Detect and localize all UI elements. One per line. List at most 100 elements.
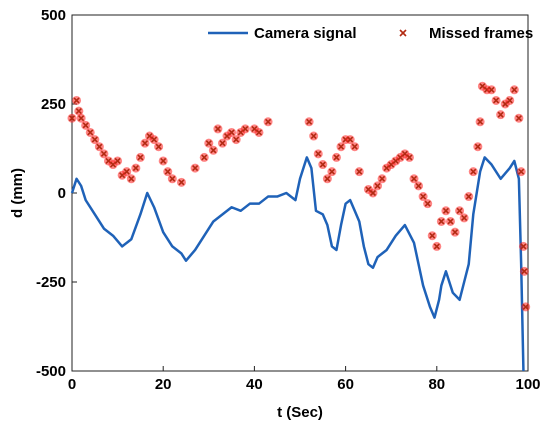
x-tick-label: 0: [68, 376, 76, 393]
marker-stroke: [379, 175, 386, 182]
missed-frame-marker: [240, 124, 250, 134]
missed-frame-marker: [90, 135, 100, 145]
x-tick-label: 40: [246, 376, 263, 393]
legend-label: Missed frames: [429, 25, 533, 42]
missed-frame-marker: [373, 181, 383, 191]
missed-frame-marker: [345, 135, 355, 145]
marker-stroke: [465, 193, 472, 200]
missed-frame-marker: [404, 152, 414, 162]
marker-stroke: [333, 154, 340, 161]
missed-frame-marker: [496, 110, 506, 120]
marker-stroke: [201, 154, 208, 161]
marker-stroke: [347, 136, 354, 143]
marker-stroke: [356, 168, 363, 175]
marker-stroke: [328, 168, 335, 175]
missed-frame-marker: [67, 113, 77, 123]
marker-stroke: [251, 125, 258, 132]
missed-frame-marker: [473, 142, 483, 152]
marker-stroke: [410, 175, 418, 182]
marker-stroke: [105, 157, 112, 165]
missed-frame-marker: [354, 167, 364, 177]
marker-stroke: [337, 143, 345, 150]
marker-stroke: [219, 140, 226, 147]
missed-frame-marker: [516, 167, 526, 177]
marker-stroke: [82, 122, 89, 129]
y-tick-label: -250: [36, 274, 66, 291]
missed-frame-marker: [81, 120, 91, 130]
marker-stroke: [442, 207, 449, 214]
marker-stroke: [447, 218, 454, 225]
x-tick-label: 80: [428, 376, 445, 393]
marker-stroke: [521, 268, 528, 275]
marker-stroke: [461, 214, 468, 221]
marker-stroke: [506, 97, 513, 104]
missed-frame-marker: [436, 216, 446, 226]
marker-stroke: [420, 193, 427, 200]
marker-stroke: [233, 136, 240, 143]
missed-frame-marker: [441, 206, 451, 216]
missed-frame-marker: [459, 213, 469, 223]
missed-frame-marker: [72, 95, 82, 105]
x-tick-label: 60: [337, 376, 354, 393]
marker-stroke: [114, 157, 121, 165]
marker-stroke: [351, 143, 358, 150]
missed-frame-marker: [304, 117, 314, 127]
marker-stroke: [520, 243, 527, 250]
marker-stroke: [477, 118, 484, 125]
missed-frame-marker: [455, 206, 465, 216]
marker-stroke: [205, 140, 212, 147]
marker-stroke: [433, 243, 440, 250]
missed-frame-marker: [423, 199, 433, 209]
missed-frame-marker: [140, 138, 150, 148]
marker-stroke: [511, 86, 518, 93]
missed-frame-marker: [74, 106, 84, 116]
missed-frame-marker: [475, 117, 485, 127]
missed-frame-marker: [135, 152, 145, 162]
missed-frame-marker: [254, 127, 264, 137]
missed-frame-marker: [450, 227, 460, 237]
missed-frame-marker: [176, 177, 186, 187]
x-tick-label: 20: [155, 376, 172, 393]
marker-stroke: [497, 111, 504, 118]
missed-frame-marker: [519, 266, 529, 276]
marker-stroke: [160, 157, 167, 165]
missed-frame-marker: [131, 163, 141, 173]
missed-frame-marker: [350, 142, 360, 152]
missed-frame-marker: [122, 167, 132, 177]
marker-stroke: [155, 143, 162, 150]
missed-frame-marker: [313, 149, 323, 159]
missed-frame-marker: [309, 131, 319, 141]
missed-frame-marker: [432, 241, 442, 251]
x-tick-label: 100: [515, 376, 540, 393]
marker-stroke: [68, 115, 76, 122]
marker-stroke: [123, 168, 130, 175]
missed-frame-marker: [514, 113, 524, 123]
marker-stroke: [214, 125, 221, 132]
missed-frame-marker: [409, 174, 419, 184]
marker-stroke: [210, 147, 217, 154]
missed-frame-marker: [427, 231, 437, 241]
marker-stroke: [178, 179, 185, 186]
marker-stroke: [406, 154, 413, 161]
missed-frame-marker: [76, 113, 86, 123]
missed-frame-marker: [163, 167, 173, 177]
y-tick-label: 0: [58, 185, 66, 202]
marker-stroke: [310, 132, 317, 140]
marker-stroke: [324, 175, 331, 182]
marker-stroke: [265, 118, 272, 125]
marker-stroke: [518, 168, 525, 175]
marker-stroke: [146, 132, 153, 140]
marker-stroke: [87, 129, 94, 136]
marker-stroke: [255, 129, 263, 136]
marker-stroke: [73, 97, 80, 104]
missed-frame-marker: [418, 192, 428, 202]
marker-stroke: [374, 182, 381, 189]
missed-frame-marker: [199, 152, 209, 162]
missed-frame-marker: [213, 124, 223, 134]
marker-stroke: [399, 29, 407, 37]
missed-frame-marker: [94, 142, 104, 152]
marker-stroke: [515, 115, 522, 122]
missed-frame-marker: [167, 174, 177, 184]
marker-stroke: [474, 143, 481, 150]
